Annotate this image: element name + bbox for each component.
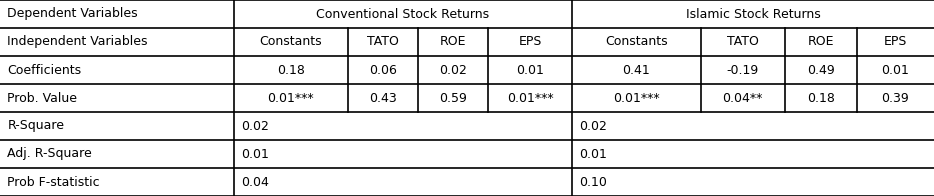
Text: 0.01***: 0.01***: [613, 92, 659, 104]
Text: 0.04**: 0.04**: [722, 92, 763, 104]
Text: Prob. Value: Prob. Value: [7, 92, 78, 104]
Text: EPS: EPS: [884, 35, 907, 48]
Text: R-Square: R-Square: [7, 120, 64, 132]
Text: Prob F-statistic: Prob F-statistic: [7, 175, 100, 189]
Text: Adj. R-Square: Adj. R-Square: [7, 148, 92, 161]
Text: 0.39: 0.39: [882, 92, 910, 104]
Text: 0.59: 0.59: [439, 92, 467, 104]
Text: 0.01***: 0.01***: [267, 92, 314, 104]
Text: Conventional Stock Returns: Conventional Stock Returns: [317, 7, 489, 21]
Text: -0.19: -0.19: [727, 64, 758, 76]
Text: ROE: ROE: [808, 35, 834, 48]
Text: 0.43: 0.43: [369, 92, 397, 104]
Text: 0.10: 0.10: [579, 175, 607, 189]
Text: TATO: TATO: [727, 35, 758, 48]
Text: 0.02: 0.02: [579, 120, 607, 132]
Text: Islamic Stock Returns: Islamic Stock Returns: [686, 7, 820, 21]
Text: 0.01***: 0.01***: [507, 92, 553, 104]
Text: 0.01: 0.01: [241, 148, 269, 161]
Text: 0.06: 0.06: [369, 64, 397, 76]
Text: 0.18: 0.18: [276, 64, 304, 76]
Text: Constants: Constants: [260, 35, 322, 48]
Text: Coefficients: Coefficients: [7, 64, 81, 76]
Text: 0.04: 0.04: [241, 175, 269, 189]
Text: 0.18: 0.18: [807, 92, 835, 104]
Text: ROE: ROE: [440, 35, 466, 48]
Text: TATO: TATO: [367, 35, 399, 48]
Text: 0.41: 0.41: [622, 64, 650, 76]
Text: 0.02: 0.02: [241, 120, 269, 132]
Text: Constants: Constants: [605, 35, 668, 48]
Text: 0.02: 0.02: [439, 64, 467, 76]
Text: 0.49: 0.49: [807, 64, 835, 76]
Text: 0.01: 0.01: [882, 64, 910, 76]
Text: 0.01: 0.01: [579, 148, 607, 161]
Text: Dependent Variables: Dependent Variables: [7, 7, 138, 21]
Text: EPS: EPS: [518, 35, 542, 48]
Text: Independent Variables: Independent Variables: [7, 35, 148, 48]
Text: 0.01: 0.01: [517, 64, 544, 76]
